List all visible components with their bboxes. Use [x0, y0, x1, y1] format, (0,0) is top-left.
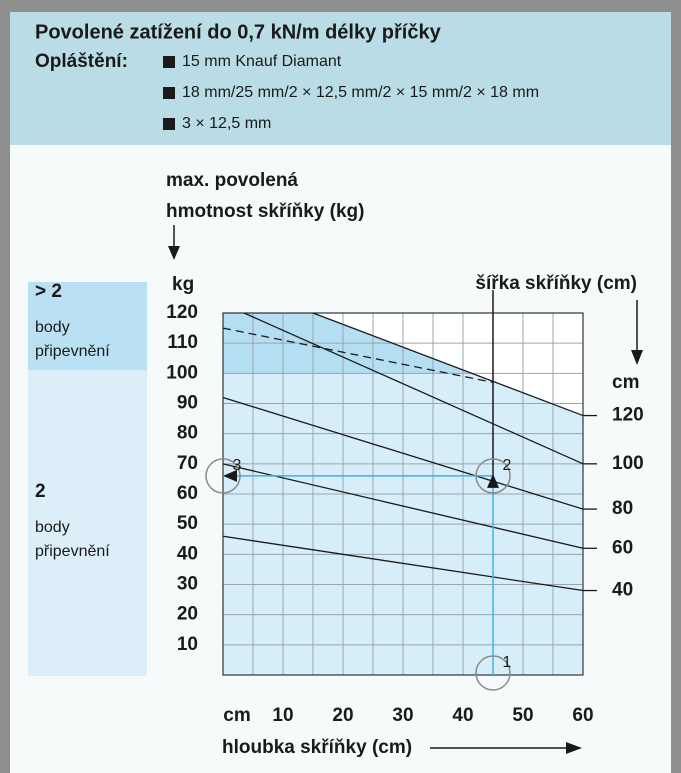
title: Povolené zatížení do 0,7 kN/m délky příč…: [35, 21, 442, 43]
width-label: šířka skříňky (cm): [475, 273, 637, 294]
series-label: 80: [612, 498, 633, 519]
zone-title: 2: [35, 481, 46, 502]
example-marker: 2: [503, 457, 512, 474]
zone-text: body: [35, 319, 70, 336]
series-line: [222, 396, 584, 510]
y-tick-label: 40: [177, 543, 198, 564]
example-circle: [475, 458, 511, 494]
y-tick-label: 120: [166, 302, 198, 323]
header-item: 18 mm/25 mm/2 × 12,5 mm/2 × 15 mm/2 × 18…: [182, 84, 539, 101]
x-tick-label: 30: [392, 705, 413, 726]
bullet: [163, 87, 175, 99]
y-tick-label: 30: [177, 574, 198, 595]
header-label: Opláštění:: [35, 51, 128, 72]
example-circle: [205, 458, 241, 494]
x-tick-label: 20: [332, 705, 353, 726]
y-tick-label: 20: [177, 604, 198, 625]
y-tick-label: 90: [177, 393, 198, 414]
zone-box: [28, 370, 147, 676]
bullet: [163, 118, 175, 130]
series-line: [312, 312, 584, 417]
y-tick-label: 110: [167, 332, 198, 353]
header-item: 3 × 12,5 mm: [182, 115, 271, 132]
zone-text: připevnění: [35, 543, 110, 560]
x-tick-label: 10: [272, 705, 293, 726]
y-tick-label: 50: [177, 513, 198, 534]
x-tick-label: 40: [452, 705, 473, 726]
plot-frame: [222, 312, 584, 676]
series-line: [222, 463, 584, 549]
x-label: hloubka skříňky (cm): [222, 737, 412, 758]
zone-text: připevnění: [35, 343, 110, 360]
example-marker: 1: [503, 654, 512, 671]
arrowhead: [223, 469, 237, 482]
dashed-line: [222, 327, 494, 384]
x-tick-label: 50: [512, 705, 533, 726]
arrowhead: [487, 473, 499, 488]
series-label: 40: [612, 580, 633, 601]
example-circle: [475, 655, 511, 691]
y-unit: kg: [172, 274, 194, 295]
zone-title: > 2: [35, 281, 62, 302]
zone-text: body: [35, 519, 70, 536]
zone-box: [28, 282, 147, 370]
header-band: [10, 12, 671, 145]
width-unit: cm: [612, 372, 639, 393]
series-label: 60: [612, 537, 633, 558]
series-label: 120: [612, 405, 644, 426]
y-tick-label: 10: [177, 634, 198, 655]
arrowhead: [566, 742, 582, 754]
example-marker: 3: [233, 457, 242, 474]
y-tick-label: 60: [177, 483, 198, 504]
y-tick-label: 70: [177, 453, 198, 474]
series-line: [222, 535, 584, 592]
series-line: [243, 312, 584, 465]
series-label: 100: [612, 453, 644, 474]
x-tick-label: 60: [572, 705, 593, 726]
y-title: max. povolená: [166, 170, 298, 191]
bullet: [163, 56, 175, 68]
arrowhead: [631, 350, 643, 365]
y-title: hmotnost skříňky (kg): [166, 201, 364, 222]
header-item: 15 mm Knauf Diamant: [182, 53, 342, 70]
x-unit: cm: [223, 705, 250, 726]
arrowhead: [168, 246, 180, 260]
y-tick-label: 80: [177, 423, 198, 444]
y-tick-label: 100: [166, 362, 198, 383]
